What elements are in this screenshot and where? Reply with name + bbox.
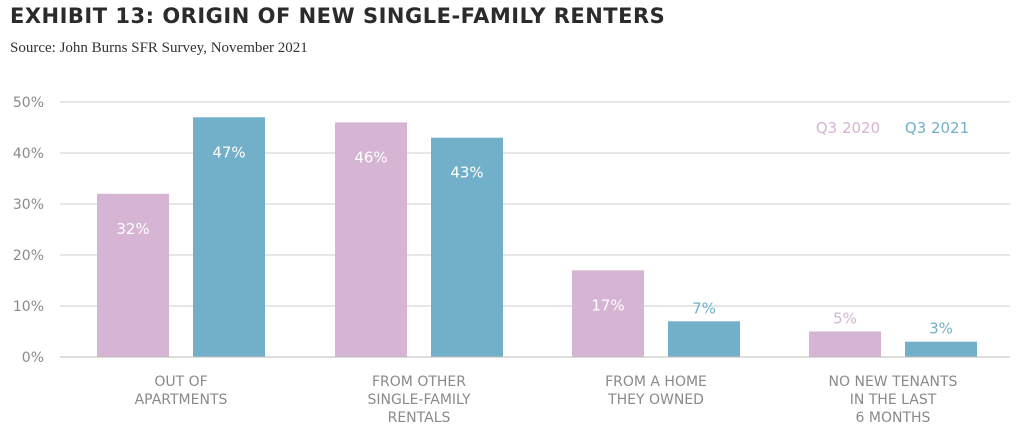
chart-title: EXHIBIT 13: ORIGIN OF NEW SINGLE-FAMILY … (10, 4, 666, 28)
bar (809, 331, 881, 357)
data-label: 46% (354, 148, 387, 166)
y-tick-label: 10% (13, 299, 44, 315)
y-tick-label: 30% (13, 197, 44, 213)
x-category-label: IN THE LAST (850, 392, 937, 408)
x-category-label: NO NEW TENANTS (829, 374, 958, 390)
data-label: 43% (450, 164, 483, 182)
x-category-label: APARTMENTS (135, 392, 228, 408)
y-tick-label: 20% (13, 248, 44, 264)
data-label: 5% (833, 310, 857, 328)
y-tick-label: 50% (13, 95, 44, 111)
bar (335, 122, 407, 358)
x-category-label: RENTALS (388, 410, 451, 426)
y-tick-label: 0% (22, 350, 44, 366)
bar (668, 321, 740, 357)
chart-subtitle: Source: John Burns SFR Survey, November … (10, 40, 308, 56)
x-category-label: OUT OF (154, 374, 207, 390)
x-category-label: SINGLE-FAMILY (367, 392, 471, 408)
bar (193, 117, 265, 357)
data-label: 47% (212, 143, 245, 161)
x-category-label: 6 MONTHS (856, 410, 931, 426)
legend-entry: Q3 2020 (816, 119, 880, 137)
x-category-label: THEY OWNED (607, 392, 704, 408)
bar (572, 270, 644, 357)
data-label: 17% (591, 296, 624, 314)
bar (97, 193, 169, 357)
y-tick-label: 40% (13, 146, 44, 162)
bar (905, 341, 977, 357)
x-category-label: FROM A HOME (605, 374, 707, 390)
data-label: 32% (116, 220, 149, 238)
data-label: 3% (929, 320, 953, 338)
legend-entry: Q3 2021 (905, 119, 969, 137)
x-category-label: FROM OTHER (372, 374, 466, 390)
bar (431, 137, 503, 357)
data-label: 7% (692, 299, 716, 317)
